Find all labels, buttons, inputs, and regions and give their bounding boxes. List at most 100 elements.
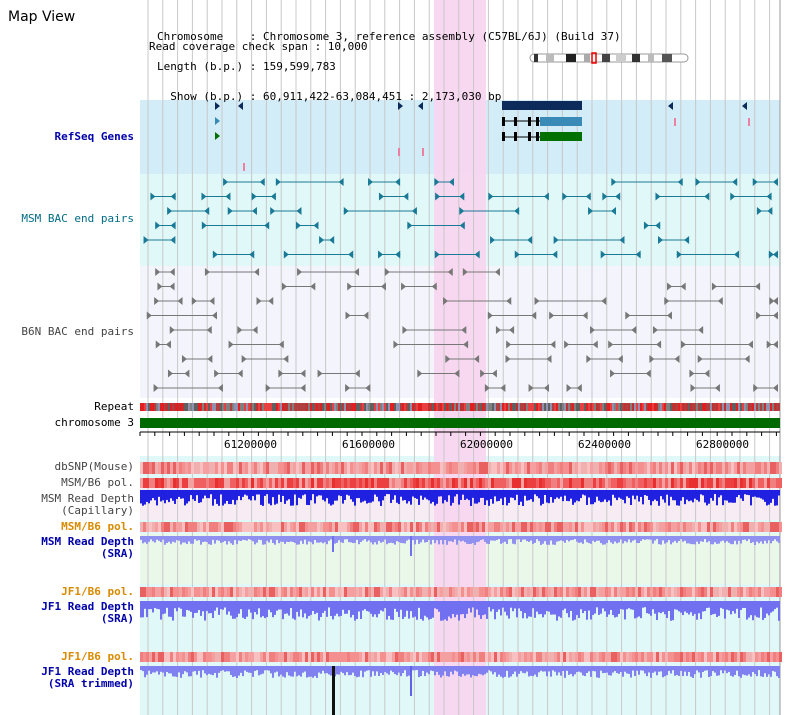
heat-cell — [767, 587, 770, 597]
depth-bar — [426, 601, 428, 618]
depth-bar — [710, 536, 712, 545]
track-label-jf1-b6-pol-2[interactable]: JF1/B6 pol. — [61, 650, 134, 663]
heat-cell — [188, 478, 191, 488]
heat-cell — [620, 478, 623, 488]
depth-bar — [600, 666, 602, 671]
depth-bar — [216, 601, 218, 608]
depth-bar — [728, 490, 730, 503]
depth-bar — [688, 490, 690, 502]
heat-cell — [455, 478, 458, 488]
repeat-segment — [710, 403, 712, 411]
heat-cell — [701, 652, 704, 662]
repeat-segment — [456, 403, 458, 411]
chromosome-ideogram[interactable] — [528, 52, 690, 64]
heat-cell — [776, 652, 779, 662]
depth-bar — [546, 666, 548, 677]
track-label-b6n-bac[interactable]: B6N BAC end pairs — [21, 325, 134, 338]
heat-cell — [674, 652, 677, 662]
track-label-msm-depth-capillary[interactable]: MSM Read Depth (Capillary) — [2, 493, 134, 517]
heat-cell — [173, 652, 176, 662]
gene-arrow-glyph — [602, 192, 608, 201]
heat-cell — [728, 522, 731, 532]
heat-cell — [557, 462, 560, 474]
heat-cell — [251, 462, 254, 474]
repeat-segment — [698, 403, 700, 411]
gene-arrow-glyph — [645, 369, 651, 378]
heat-cell — [392, 462, 395, 474]
heat-cell — [584, 522, 587, 532]
depth-bar — [580, 536, 582, 543]
depth-bar — [282, 490, 284, 496]
repeat-segment — [702, 403, 704, 411]
depth-bar — [160, 490, 162, 502]
depth-bar — [738, 666, 740, 677]
depth-bar — [732, 536, 734, 545]
depth-bar — [720, 536, 722, 542]
depth-bar — [754, 601, 756, 616]
gene-arrow-glyph — [204, 207, 210, 215]
heat-cell — [725, 478, 728, 488]
repeat-segment — [310, 403, 312, 411]
heat-cell — [770, 462, 773, 474]
heat-cell — [173, 587, 176, 597]
depth-bar — [610, 536, 612, 543]
depth-bar — [580, 601, 582, 610]
heat-cell — [161, 522, 164, 532]
depth-bar — [504, 666, 506, 677]
repeat-segment — [148, 403, 150, 411]
depth-bar — [202, 490, 204, 499]
depth-bar — [480, 601, 482, 619]
gene-arrow-glyph — [564, 340, 570, 349]
heat-cell — [491, 478, 494, 488]
heat-cell — [161, 462, 164, 474]
depth-bar — [542, 490, 544, 504]
track-label-msm-b6-pol-2[interactable]: MSM/B6 pol. — [61, 520, 134, 533]
depth-bar — [486, 666, 488, 673]
depth-bar — [216, 490, 218, 504]
track-label-msm-bac[interactable]: MSM BAC end pairs — [21, 212, 134, 225]
depth-bar — [242, 666, 244, 677]
depth-bar — [220, 666, 222, 672]
gene-arrow-glyph — [270, 207, 276, 215]
repeat-segment — [714, 403, 716, 411]
depth-bar — [500, 490, 502, 499]
depth-bar — [198, 601, 200, 611]
depth-bar — [552, 536, 554, 545]
depth-bar — [218, 490, 220, 506]
track-label-jf1-b6-pol-1[interactable]: JF1/B6 pol. — [61, 585, 134, 598]
gene-arrow-glyph — [506, 297, 512, 305]
depth-bar — [322, 666, 324, 671]
track-label-chromosome[interactable]: chromosome 3 — [54, 416, 134, 429]
depth-bar — [176, 536, 178, 541]
heat-cell — [284, 478, 287, 488]
track-label-repeat[interactable]: Repeat — [94, 400, 134, 413]
heat-cell — [212, 652, 215, 662]
heat-cell — [209, 462, 212, 474]
depth-bar — [356, 536, 358, 540]
track-label-dbsnp[interactable]: dbSNP(Mouse) — [54, 460, 134, 473]
track-label-jf1-depth-trimmed[interactable]: JF1 Read Depth (SRA trimmed) — [2, 666, 134, 690]
depth-bar — [482, 536, 484, 540]
page-title: Map View — [8, 9, 76, 25]
heat-cell — [227, 587, 230, 597]
depth-bar — [658, 601, 660, 613]
heat-cell — [572, 478, 575, 488]
heat-cell — [584, 587, 587, 597]
repeat-segment — [428, 403, 430, 411]
repeat-segment — [586, 403, 588, 411]
repeat-segment — [184, 403, 186, 411]
depth-bar — [454, 666, 456, 671]
gene-arrow-glyph — [223, 178, 229, 186]
depth-bar — [260, 536, 262, 541]
track-label-refseq[interactable]: RefSeq Genes — [54, 130, 134, 143]
track-label-msm-b6-pol-1[interactable]: MSM/B6 pol. — [61, 476, 134, 489]
heat-cell — [752, 462, 755, 474]
heat-cell — [560, 652, 563, 662]
heat-cell — [419, 462, 422, 474]
gene-exon — [514, 132, 517, 141]
track-label-msm-depth-sra[interactable]: MSM Read Depth (SRA) — [2, 536, 134, 560]
depth-bar — [316, 536, 318, 543]
track-label-jf1-depth[interactable]: JF1 Read Depth (SRA) — [2, 601, 134, 625]
heat-cell — [449, 462, 452, 474]
gene-arrow-glyph — [153, 384, 159, 392]
